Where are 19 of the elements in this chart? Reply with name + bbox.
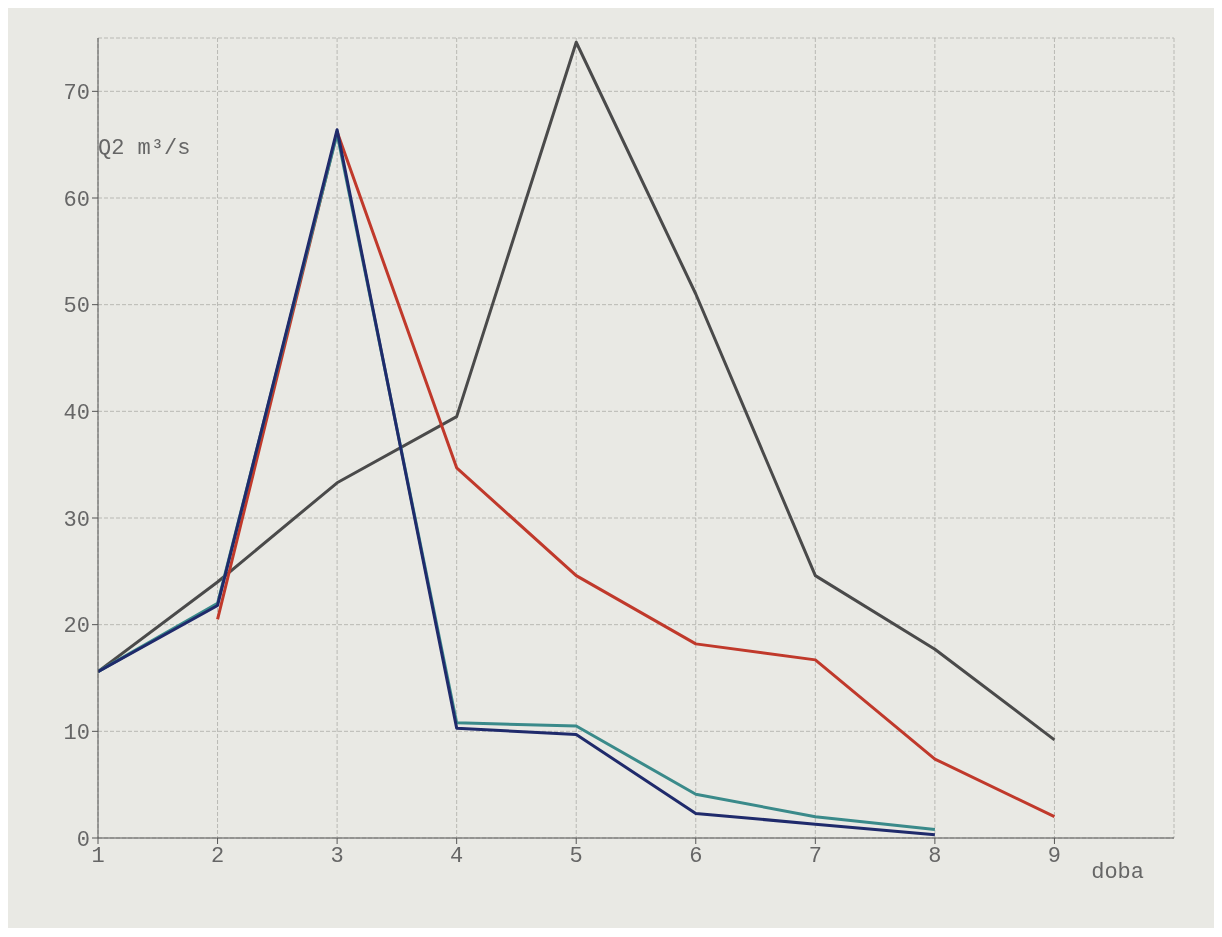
y-tick-label: 20 bbox=[63, 614, 90, 640]
x-axis-title: doba bbox=[1091, 860, 1144, 885]
y-tick-label: 40 bbox=[63, 401, 90, 427]
y-tick-label: 0 bbox=[76, 827, 90, 853]
y-tick-label: 30 bbox=[63, 507, 90, 533]
x-tick-label: 4 bbox=[450, 843, 464, 869]
x-tick-label: 7 bbox=[808, 843, 822, 869]
y-tick-label: 10 bbox=[63, 721, 90, 747]
x-tick-label: 8 bbox=[928, 843, 942, 869]
y-axis-title: Q2 m³/s bbox=[98, 135, 191, 161]
x-tick-label: 6 bbox=[689, 843, 703, 869]
x-tick-label: 1 bbox=[91, 843, 105, 869]
x-tick-label: 3 bbox=[330, 843, 344, 869]
y-tick-label: 70 bbox=[63, 81, 90, 107]
x-tick-label: 2 bbox=[210, 843, 225, 869]
y-tick-label: 50 bbox=[63, 294, 90, 320]
x-tick-label: 5 bbox=[569, 843, 583, 869]
y-tick-label: 60 bbox=[63, 187, 90, 213]
x-tick-label: 9 bbox=[1047, 843, 1062, 869]
